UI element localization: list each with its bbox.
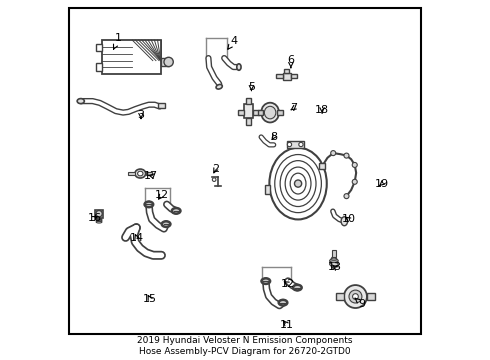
Bar (128, 172, 135, 175)
Text: 1: 1 (114, 33, 122, 49)
Bar (96, 44, 101, 51)
Bar (245, 104, 253, 118)
Bar (277, 110, 283, 116)
Circle shape (299, 142, 303, 147)
Text: 9: 9 (355, 298, 365, 309)
Circle shape (353, 294, 358, 300)
Ellipse shape (172, 208, 180, 213)
Ellipse shape (265, 106, 276, 119)
Ellipse shape (341, 217, 347, 226)
Bar (238, 111, 245, 115)
Ellipse shape (293, 285, 302, 291)
Circle shape (344, 285, 367, 308)
Bar (284, 69, 290, 73)
Text: 2019 Hyundai Veloster N Emission Components: 2019 Hyundai Veloster N Emission Compone… (137, 336, 353, 345)
Ellipse shape (135, 169, 146, 178)
Ellipse shape (330, 262, 338, 266)
Circle shape (294, 180, 302, 187)
Bar (246, 118, 251, 125)
Text: 6: 6 (288, 55, 294, 68)
Bar (161, 58, 169, 66)
Text: 8: 8 (270, 132, 277, 142)
Ellipse shape (138, 171, 143, 176)
Circle shape (344, 194, 349, 199)
Text: 7: 7 (290, 103, 297, 113)
Bar (258, 110, 263, 116)
Text: 17: 17 (144, 171, 158, 181)
Ellipse shape (330, 261, 338, 264)
Circle shape (352, 179, 357, 184)
Circle shape (164, 57, 173, 67)
Circle shape (344, 153, 349, 158)
Text: 11: 11 (280, 320, 294, 330)
Ellipse shape (237, 64, 241, 70)
Bar (95, 210, 103, 218)
Bar (291, 74, 297, 78)
Text: 4: 4 (228, 36, 238, 49)
Text: 14: 14 (130, 233, 144, 243)
Text: 3: 3 (138, 111, 145, 121)
Bar (246, 98, 251, 104)
Bar (287, 141, 304, 148)
Text: 15: 15 (143, 294, 157, 304)
Text: 13: 13 (328, 262, 342, 272)
Circle shape (349, 290, 362, 303)
Text: 10: 10 (342, 215, 356, 224)
Ellipse shape (261, 103, 279, 122)
Circle shape (212, 178, 216, 181)
Bar (283, 73, 291, 80)
Bar (332, 249, 336, 257)
Bar (367, 293, 375, 300)
Text: 5: 5 (248, 82, 255, 93)
Bar (253, 111, 259, 115)
Ellipse shape (162, 221, 171, 227)
Text: 2: 2 (212, 164, 219, 174)
Ellipse shape (262, 278, 270, 284)
Ellipse shape (331, 257, 337, 268)
Text: 12: 12 (155, 190, 169, 200)
Text: 12: 12 (281, 279, 295, 289)
Ellipse shape (279, 300, 287, 305)
Ellipse shape (77, 99, 84, 104)
Circle shape (96, 211, 102, 217)
Text: Hose Assembly-PCV Diagram for 26720-2GTD0: Hose Assembly-PCV Diagram for 26720-2GTD… (139, 347, 351, 356)
Bar (96, 63, 101, 71)
Bar (146, 172, 152, 175)
Text: 16: 16 (88, 213, 102, 222)
Ellipse shape (270, 148, 327, 220)
Circle shape (352, 162, 357, 167)
Text: 19: 19 (375, 179, 389, 189)
Bar (101, 40, 161, 74)
Text: 18: 18 (315, 105, 329, 115)
Circle shape (287, 142, 292, 147)
Ellipse shape (145, 202, 153, 207)
Bar (319, 163, 325, 168)
Bar (265, 185, 270, 194)
Bar (276, 74, 283, 78)
Circle shape (331, 150, 336, 156)
Ellipse shape (330, 259, 338, 262)
Ellipse shape (216, 85, 222, 89)
Bar (158, 103, 165, 108)
Bar (336, 293, 343, 300)
